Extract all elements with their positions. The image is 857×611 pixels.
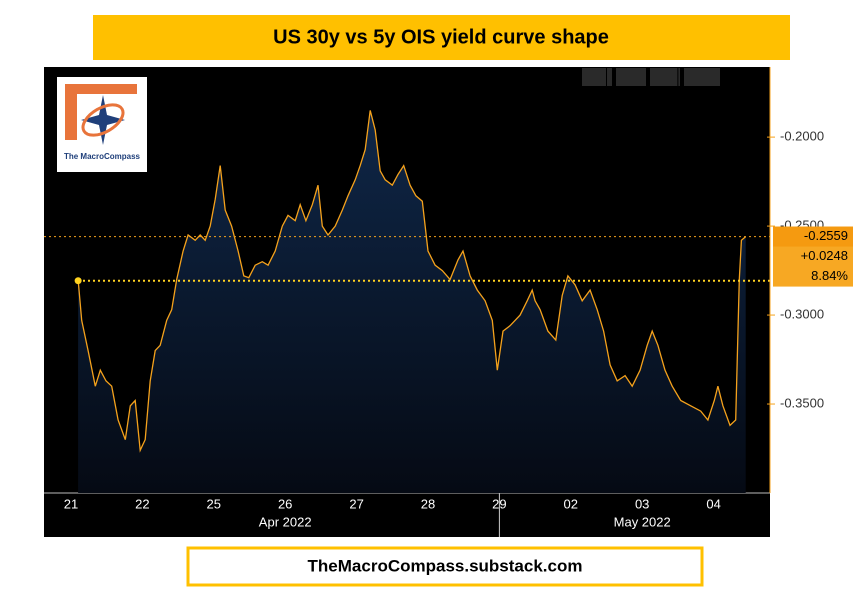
x-group-label: May 2022 [614, 514, 671, 529]
y-tick-label: -0.3000 [780, 306, 824, 321]
area [78, 110, 746, 494]
last-value-label: -0.2559 [804, 228, 848, 243]
reference-marker [74, 277, 82, 285]
x-tick-label: 04 [706, 496, 720, 511]
x-tick-label: 03 [635, 496, 649, 511]
logo: The MacroCompass [57, 77, 147, 172]
x-tick-label: 21 [64, 496, 78, 511]
logo-bar [65, 84, 77, 140]
x-tick-label: 02 [564, 496, 578, 511]
logo-star [81, 95, 125, 145]
footer-banner [186, 546, 704, 587]
toolbar-button[interactable] [582, 68, 612, 86]
title-banner [93, 15, 790, 60]
x-tick-label: 27 [349, 496, 363, 511]
x-tick-label: 25 [207, 496, 221, 511]
line [77, 110, 747, 453]
x-group-label: Apr 2022 [259, 514, 312, 529]
x-tick-label: 28 [421, 496, 435, 511]
logo-ring [81, 103, 125, 137]
last-value-label: +0.0248 [801, 248, 848, 263]
logo-text: The MacroCompass [64, 152, 141, 161]
chart-title: US 30y vs 5y OIS yield curve shape [273, 26, 609, 48]
toolbar-button[interactable] [616, 68, 646, 86]
last-value-box-top [773, 226, 853, 247]
x-tick-label: 22 [135, 496, 149, 511]
y-tick-label: -0.3500 [780, 395, 824, 410]
toolbar-button[interactable] [684, 68, 720, 86]
footer-text: TheMacroCompass.substack.com [308, 556, 583, 575]
x-tick-label: 26 [278, 496, 292, 511]
toolbar [582, 68, 720, 86]
logo-bar [65, 84, 137, 94]
last-value-label: 8.84% [811, 268, 848, 283]
y-tick-label: -0.2000 [780, 129, 824, 144]
toolbar-button[interactable] [650, 68, 680, 86]
